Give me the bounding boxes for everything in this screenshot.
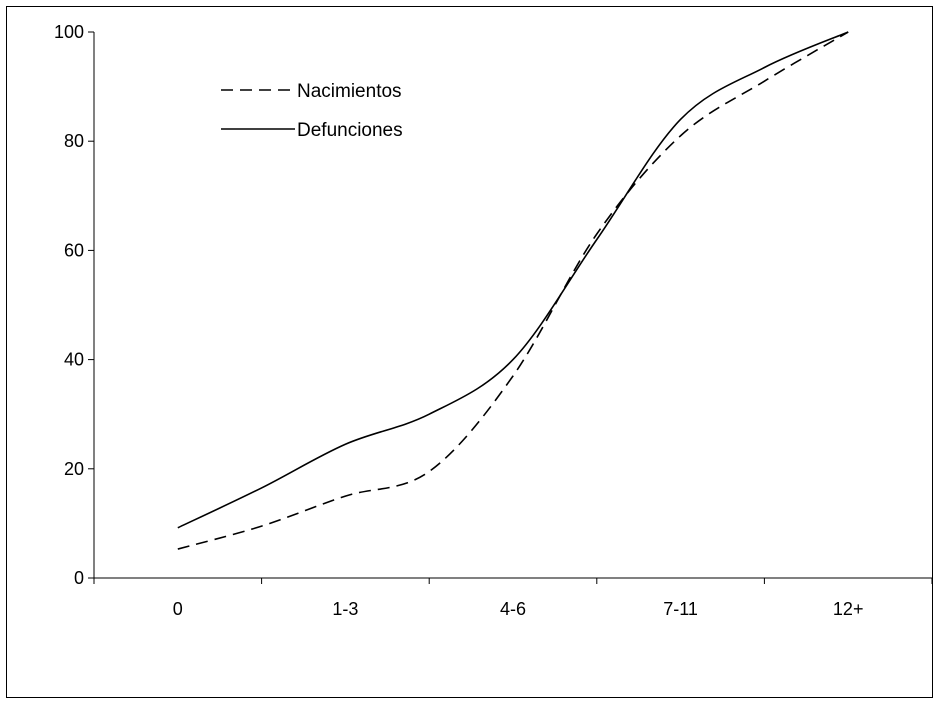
y-tick-label: 60: [64, 240, 84, 260]
y-tick-label: 20: [64, 459, 84, 479]
legend-label-defunciones: Defunciones: [297, 120, 403, 141]
y-tick-label: 0: [74, 568, 84, 588]
legend: Nacimientos Defunciones: [221, 81, 403, 141]
axes: [93, 32, 932, 579]
y-tick-label: 40: [64, 350, 84, 370]
x-tick-label: 4-6: [500, 599, 526, 619]
x-tick-label: 1-3: [332, 599, 358, 619]
chart-frame: 0 20 40 60 80 100 0 1-3 4-6 7-11 12+ Nacimientos D…: [6, 6, 933, 698]
series-lines: [177, 31, 849, 550]
x-tick-label: 12+: [833, 599, 864, 619]
series-line-nacimientos: [177, 31, 849, 550]
ticks: 0 20 40 60 80 100 0 1-3 4-6 7-11 12+: [54, 22, 933, 619]
y-tick-label: 80: [64, 131, 84, 151]
series-line-defunciones: [177, 31, 849, 529]
x-tick-label: 0: [173, 599, 183, 619]
y-tick-label: 100: [54, 22, 84, 42]
line-chart: 0 20 40 60 80 100 0 1-3 4-6 7-11 12+ Nacimientos D…: [54, 22, 933, 619]
legend-label-nacimientos: Nacimientos: [297, 81, 402, 102]
x-tick-label: 7-11: [663, 599, 698, 619]
